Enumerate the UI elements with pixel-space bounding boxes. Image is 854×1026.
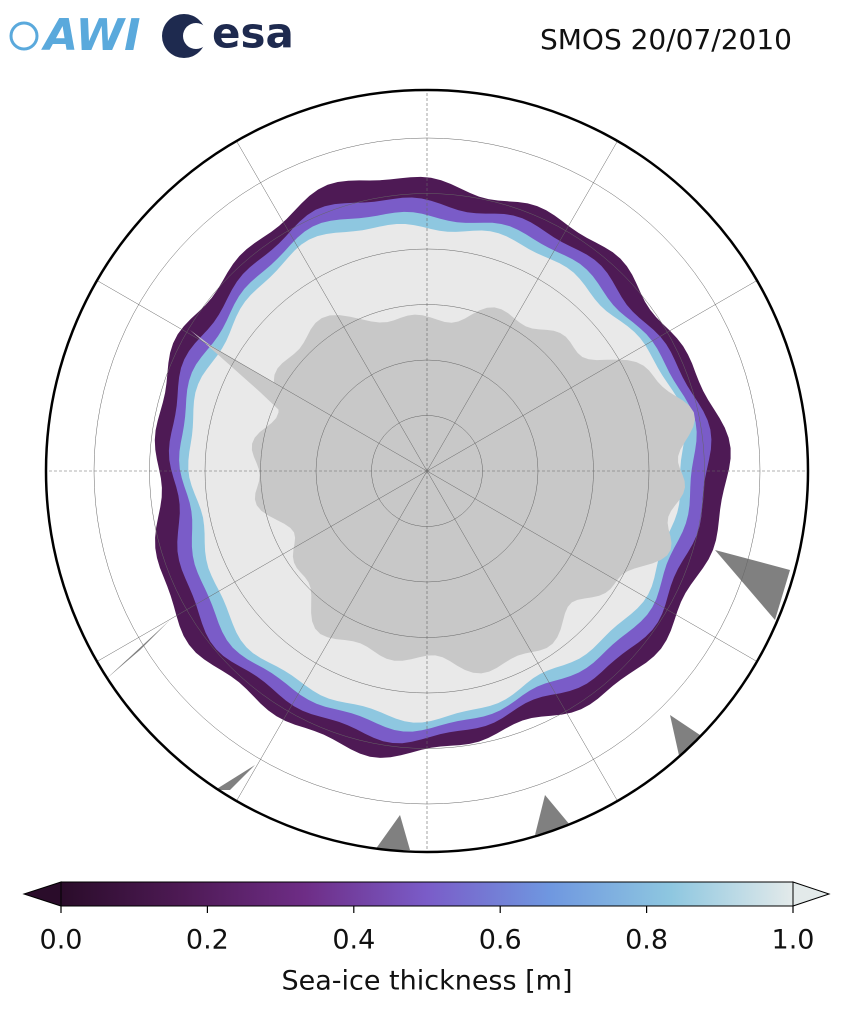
graticule — [80, 470, 428, 672]
colorbar-label: Sea-ice thickness [m] — [281, 966, 572, 997]
land-shadow — [535, 795, 570, 835]
graticule — [426, 124, 628, 472]
colorbar — [22, 881, 831, 913]
colorbar-tick-label: 0.6 — [479, 925, 522, 956]
graticule — [226, 470, 428, 818]
awi-logo: AWI — [9, 10, 141, 61]
land-shadow — [670, 715, 700, 760]
graticule — [426, 270, 774, 472]
colorbar-extend-high — [792, 881, 831, 907]
colorbar-extend-low — [22, 881, 62, 907]
colorbar-tick-label: 0.2 — [186, 925, 229, 956]
land-shadow — [105, 620, 170, 680]
graticule — [426, 470, 628, 818]
land-shadow — [715, 550, 790, 620]
map-border — [44, 88, 810, 854]
title: SMOS 20/07/2010 — [540, 23, 792, 56]
land — [251, 307, 695, 674]
colorbar-tick-label: 1.0 — [772, 925, 815, 956]
colorbar-tick-label: 0.0 — [40, 925, 83, 956]
peninsula — [190, 330, 330, 430]
logo-text: esa — [212, 9, 294, 58]
graticule — [80, 270, 428, 472]
logo-icon — [183, 23, 209, 49]
logo-icon — [9, 21, 39, 51]
colorbar-tick-label: 0.4 — [332, 925, 375, 956]
logo-text: AWI — [41, 10, 141, 61]
land-shadow — [215, 765, 255, 790]
colorbar-body — [60, 881, 794, 907]
graticule — [426, 470, 774, 672]
graticule — [226, 124, 428, 472]
colorbar-tick-label: 0.8 — [625, 925, 668, 956]
land-shadow — [375, 815, 410, 850]
map — [46, 90, 808, 852]
esa-logo: esa — [162, 9, 294, 58]
